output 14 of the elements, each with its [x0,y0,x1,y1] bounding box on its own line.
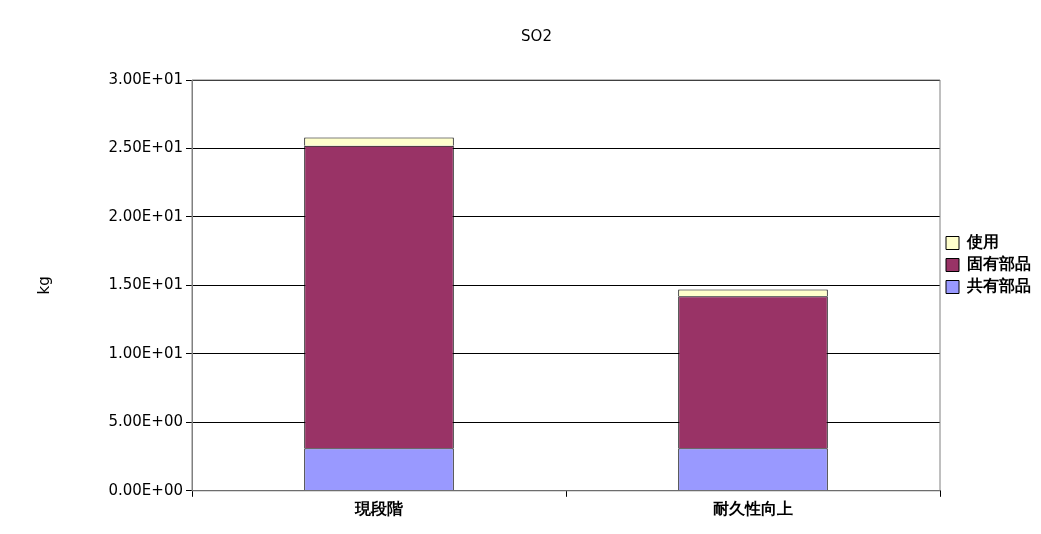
x-tick-label: 現段階 [354,498,404,518]
y-tick-label: 1.00E+01 [108,343,183,362]
y-tick-label: 0.00E+00 [108,480,183,499]
x-tick-label: 耐久性向上 [713,498,793,518]
legend-label: 固有部品 [967,254,1031,274]
legend-label: 共有部品 [966,276,1031,296]
chart-title: SO2 [521,26,552,45]
y-tick-label: 2.00E+01 [108,206,183,225]
y-tick-label: 2.50E+01 [108,138,183,157]
legend-label: 使用 [966,232,999,252]
y-axis-title: kg [34,276,53,295]
y-tick-label: 1.50E+01 [108,275,183,294]
y-tick-label: 5.00E+00 [108,412,183,431]
y-tick-label: 3.00E+01 [108,69,183,88]
